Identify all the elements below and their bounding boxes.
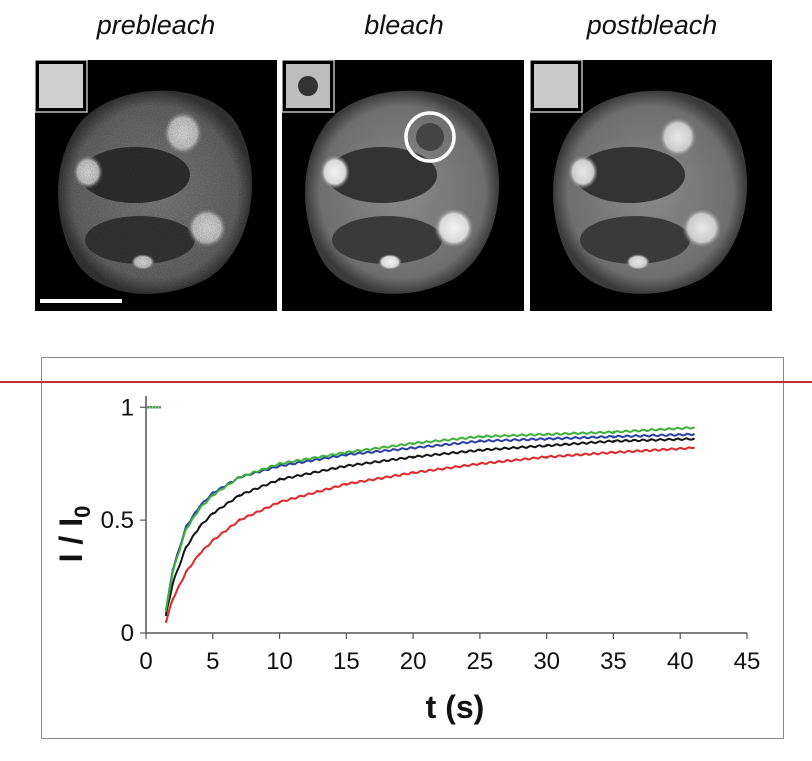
series-green-point: [211, 494, 214, 497]
series-black-point: [184, 546, 188, 549]
chart-axes: 0 5 10 15 20 25 30 35 40 45 0 0.5 1: [101, 394, 761, 675]
chart-series: [147, 406, 695, 623]
y-axis-label-sub: 0: [70, 506, 95, 518]
series-blue-point: [278, 464, 281, 468]
series-red-point: [238, 518, 241, 522]
panel-title-bleach: bleach: [364, 10, 444, 40]
series-green-point: [545, 433, 548, 436]
series-red-point: [345, 482, 348, 486]
series-red-point: [411, 471, 415, 474]
y-axis-label: I / I0: [53, 506, 95, 563]
panel-title-postbleach: postbleach: [586, 10, 718, 40]
series-blue-point: [478, 439, 482, 443]
series-green-point: [184, 527, 188, 531]
series-blue-point: [545, 437, 548, 441]
series-black-line: [165, 437, 694, 615]
svg-text:I / I0: I / I0: [53, 506, 95, 563]
series-black-point: [198, 525, 201, 529]
series-blue-point: [211, 491, 214, 495]
y-tick-label: 0: [121, 620, 134, 647]
series-green-point: [198, 507, 201, 511]
x-axis-label: t (s): [426, 689, 485, 725]
series-blue-point: [411, 446, 415, 450]
series-green-line: [165, 426, 694, 610]
series-red-point: [278, 500, 281, 504]
series-black-point: [545, 444, 548, 447]
y-tick-label: 0.5: [101, 507, 134, 534]
x-tick-label: 35: [600, 648, 627, 675]
series-green-point: [478, 435, 482, 438]
x-tick-label: 5: [206, 648, 219, 675]
series-green-point: [692, 426, 695, 429]
series-green-point: [411, 442, 415, 445]
series-green-point: [278, 462, 281, 465]
series-black-point: [238, 494, 241, 497]
series-red-point: [164, 620, 168, 623]
x-tick-label: 15: [333, 648, 360, 675]
series-red-line: [165, 446, 694, 623]
series-blue-line: [165, 432, 694, 611]
series-green-point: [612, 430, 615, 434]
series-blue-point: [612, 435, 615, 438]
series-green-point: [238, 476, 241, 479]
series-black-point: [345, 464, 348, 468]
micrograph-postbleach: [530, 60, 772, 311]
chart-frame: [41, 357, 784, 739]
series-black-point: [278, 478, 281, 481]
x-tick-label: 25: [467, 648, 494, 675]
series-green-point: [171, 570, 174, 574]
series-black-point: [692, 437, 695, 441]
series-black-point: [164, 613, 168, 617]
series-red-point: [692, 446, 695, 450]
series-red-point: [198, 552, 201, 556]
series-blue-point: [345, 453, 348, 456]
series-red-point: [478, 462, 482, 465]
y-axis-label-main: I / I: [53, 518, 89, 562]
divider-line: [0, 381, 812, 383]
series-blue-point: [692, 433, 695, 436]
series-red-point: [612, 451, 615, 454]
series-red-point: [184, 570, 188, 574]
series-green-point: [164, 609, 168, 612]
series-green-point: [345, 451, 348, 454]
x-tick-label: 45: [734, 648, 761, 675]
series-black-point: [478, 448, 482, 452]
x-tick-label: 10: [266, 648, 293, 675]
series-red-point: [171, 597, 174, 601]
x-tick-label: 30: [533, 648, 560, 675]
x-tick-label: 40: [667, 648, 694, 675]
series-red-point: [211, 539, 214, 542]
series-black-point: [411, 455, 415, 459]
series-black-point: [211, 512, 214, 515]
panel-title-prebleach: prebleach: [96, 10, 216, 40]
x-tick-label: 0: [139, 648, 152, 675]
series-black-point: [612, 439, 615, 443]
y-tick-label: 1: [121, 394, 134, 421]
micrograph-prebleach: [35, 60, 277, 311]
micrograph-bleach: [282, 60, 524, 311]
series-black-point: [171, 582, 174, 585]
series-red-point: [545, 455, 548, 459]
x-tick-label: 20: [400, 648, 427, 675]
